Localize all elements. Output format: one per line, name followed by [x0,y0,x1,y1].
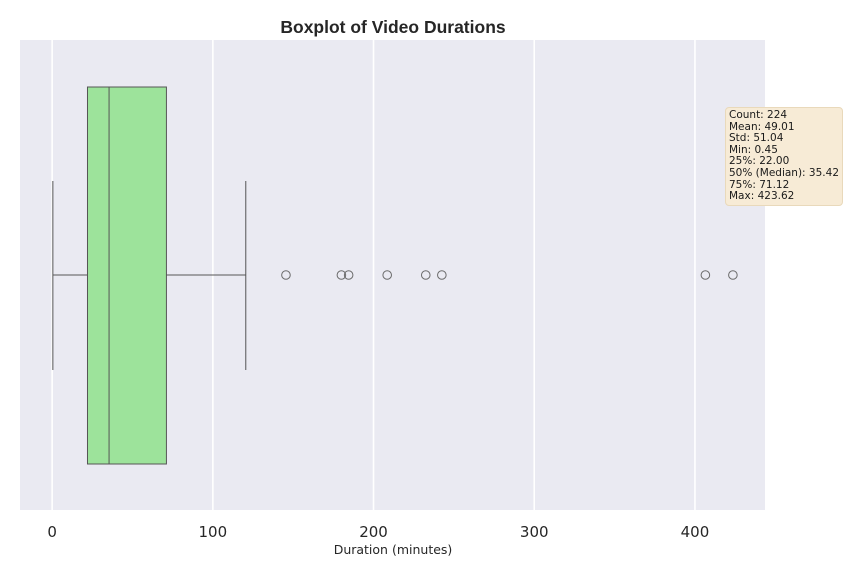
stats-count: Count: 224 [729,109,788,121]
outlier-point [343,270,354,280]
stats-median: 50% (Median): 35.42 [729,166,839,179]
x-axis-ticks: 0 100 200 300 400 [47,523,709,541]
outlier-point [281,270,291,280]
outlier-point [728,270,738,280]
x-tick-label: 100 [199,523,228,541]
stats-mean: Mean: 49.01 [729,120,795,133]
stats-std: Std: 51.04 [729,132,784,145]
x-tick-label: 200 [359,523,388,541]
stats-q3: 75%: 71.12 [729,178,790,191]
interquartile-box [86,86,167,465]
boxplot [52,86,247,465]
outlier-point [336,270,347,280]
x-tick-label: 0 [47,523,57,541]
chart-title: Boxplot of Video Durations [280,17,506,37]
x-tick-label: 400 [681,523,710,541]
outlier-point [700,270,711,280]
outlier-point [382,270,392,280]
stats-max: Max: 423.62 [729,190,795,203]
outlier-point [437,270,447,280]
stats-min: Min: 0.45 [729,143,778,156]
stats-box: Count: 224 Mean: 49.01 Std: 51.04 Min: 0… [725,107,843,206]
outlier-point [420,270,431,280]
stats-q1: 25%: 22.00 [729,155,790,168]
x-tick-label: 300 [520,523,549,541]
x-axis-label: Duration (minutes) [334,542,453,557]
outliers [281,270,738,280]
